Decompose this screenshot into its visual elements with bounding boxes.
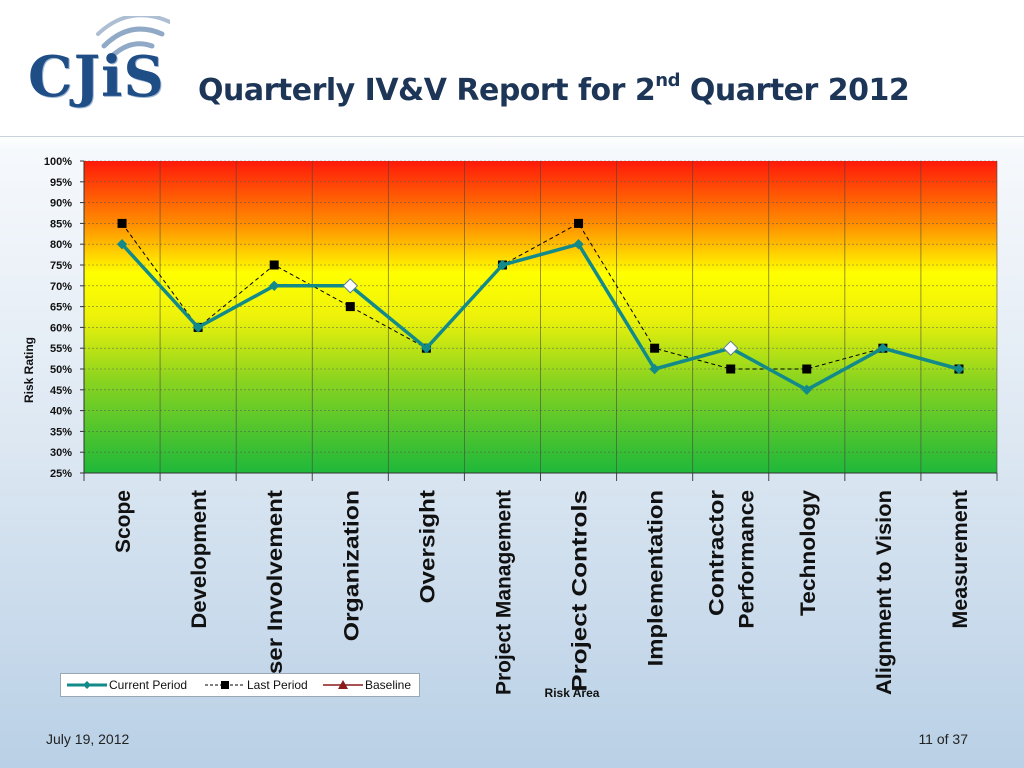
- page-title: Quarterly IV&V Report for 2nd Quarter 20…: [198, 70, 910, 108]
- current-period-point: [342, 278, 358, 294]
- title-superscript: nd: [655, 70, 680, 91]
- title-rest: Quarter 2012: [679, 73, 910, 108]
- current-period-point: [801, 384, 812, 396]
- y-tick-label: 85%: [50, 218, 72, 230]
- current-period-point: [877, 342, 889, 354]
- category-label: Performance: [736, 490, 759, 629]
- y-tick-label: 55%: [50, 343, 72, 355]
- current-period-line: [120, 242, 960, 392]
- last-period-point: [574, 218, 584, 228]
- x-axis-title: Risk Area: [545, 686, 600, 700]
- current-period-point: [573, 238, 584, 250]
- slide-header: CJiS Quarterly IV&V Report for 2nd Quart…: [0, 0, 1024, 137]
- y-tick-label: 65%: [50, 302, 72, 314]
- category-label: Measurement: [949, 490, 972, 629]
- last-period-point: [345, 302, 355, 312]
- category-label: Project Controls: [569, 490, 592, 692]
- y-tick-label: 25%: [50, 468, 72, 480]
- current-period-point: [116, 238, 128, 250]
- category-label: Scope: [112, 490, 135, 553]
- legend-last-period-label: Last Period: [247, 677, 308, 692]
- legend-last-period-swatch: [205, 680, 245, 689]
- y-tick-label: 95%: [50, 177, 72, 189]
- current-period-point: [192, 322, 204, 333]
- current-period-point: [649, 363, 660, 375]
- current-period-point: [497, 259, 508, 271]
- y-tick-label: 80%: [50, 239, 72, 251]
- current-period-point: [269, 280, 280, 292]
- legend-last-period: Last Period: [205, 677, 308, 693]
- last-period-point: [269, 260, 279, 270]
- footer-date: July 19, 2012: [46, 731, 130, 747]
- logo-text: CJiS: [28, 44, 165, 110]
- y-tick-label: 40%: [50, 406, 72, 418]
- category-label: Project Management: [492, 490, 515, 695]
- last-period-point: [726, 364, 736, 374]
- category-label: User Involvement: [264, 490, 287, 692]
- y-tick-label: 75%: [50, 260, 72, 272]
- chart-legend: Current Period Last Period Baseline: [60, 673, 420, 697]
- cjis-logo: CJiS: [28, 14, 178, 126]
- y-tick-label: 30%: [50, 447, 72, 459]
- category-label: Development: [188, 490, 211, 629]
- current-period-point: [953, 363, 965, 375]
- y-tick-label: 45%: [50, 385, 72, 397]
- legend-baseline-label: Baseline: [365, 677, 412, 692]
- y-tick-label: 50%: [50, 364, 72, 376]
- category-label: Technology: [797, 490, 820, 616]
- y-axis-title: Risk Rating: [22, 337, 36, 403]
- last-period-line: [121, 222, 960, 370]
- category-label: Implementation: [645, 490, 668, 666]
- y-tick-label: 70%: [50, 281, 72, 293]
- legend-current-period: Current Period: [67, 677, 187, 693]
- signal-waves-icon: [96, 16, 170, 61]
- y-tick-label: 100%: [44, 156, 72, 168]
- y-tick-label: 60%: [50, 322, 72, 334]
- current-period-point: [723, 340, 739, 356]
- legend-current-period-swatch: [67, 680, 107, 689]
- category-label: Contractor: [706, 490, 729, 616]
- last-period-point: [117, 218, 127, 228]
- legend-baseline: Baseline: [323, 677, 411, 693]
- legend-current-period-label: Current Period: [109, 677, 188, 692]
- y-tick-label: 90%: [50, 198, 72, 210]
- last-period-point: [802, 364, 812, 374]
- last-period-point: [650, 343, 660, 353]
- y-tick-label: 35%: [50, 426, 72, 438]
- category-label: Alignment to Vision: [873, 490, 896, 695]
- title-main: Quarterly IV&V Report for 2: [198, 73, 656, 108]
- category-label: Oversight: [416, 490, 439, 603]
- page-number: 11 of 37: [918, 731, 968, 747]
- category-label: Organization: [340, 490, 363, 641]
- current-period-point: [421, 342, 432, 354]
- legend-baseline-swatch: [323, 679, 363, 689]
